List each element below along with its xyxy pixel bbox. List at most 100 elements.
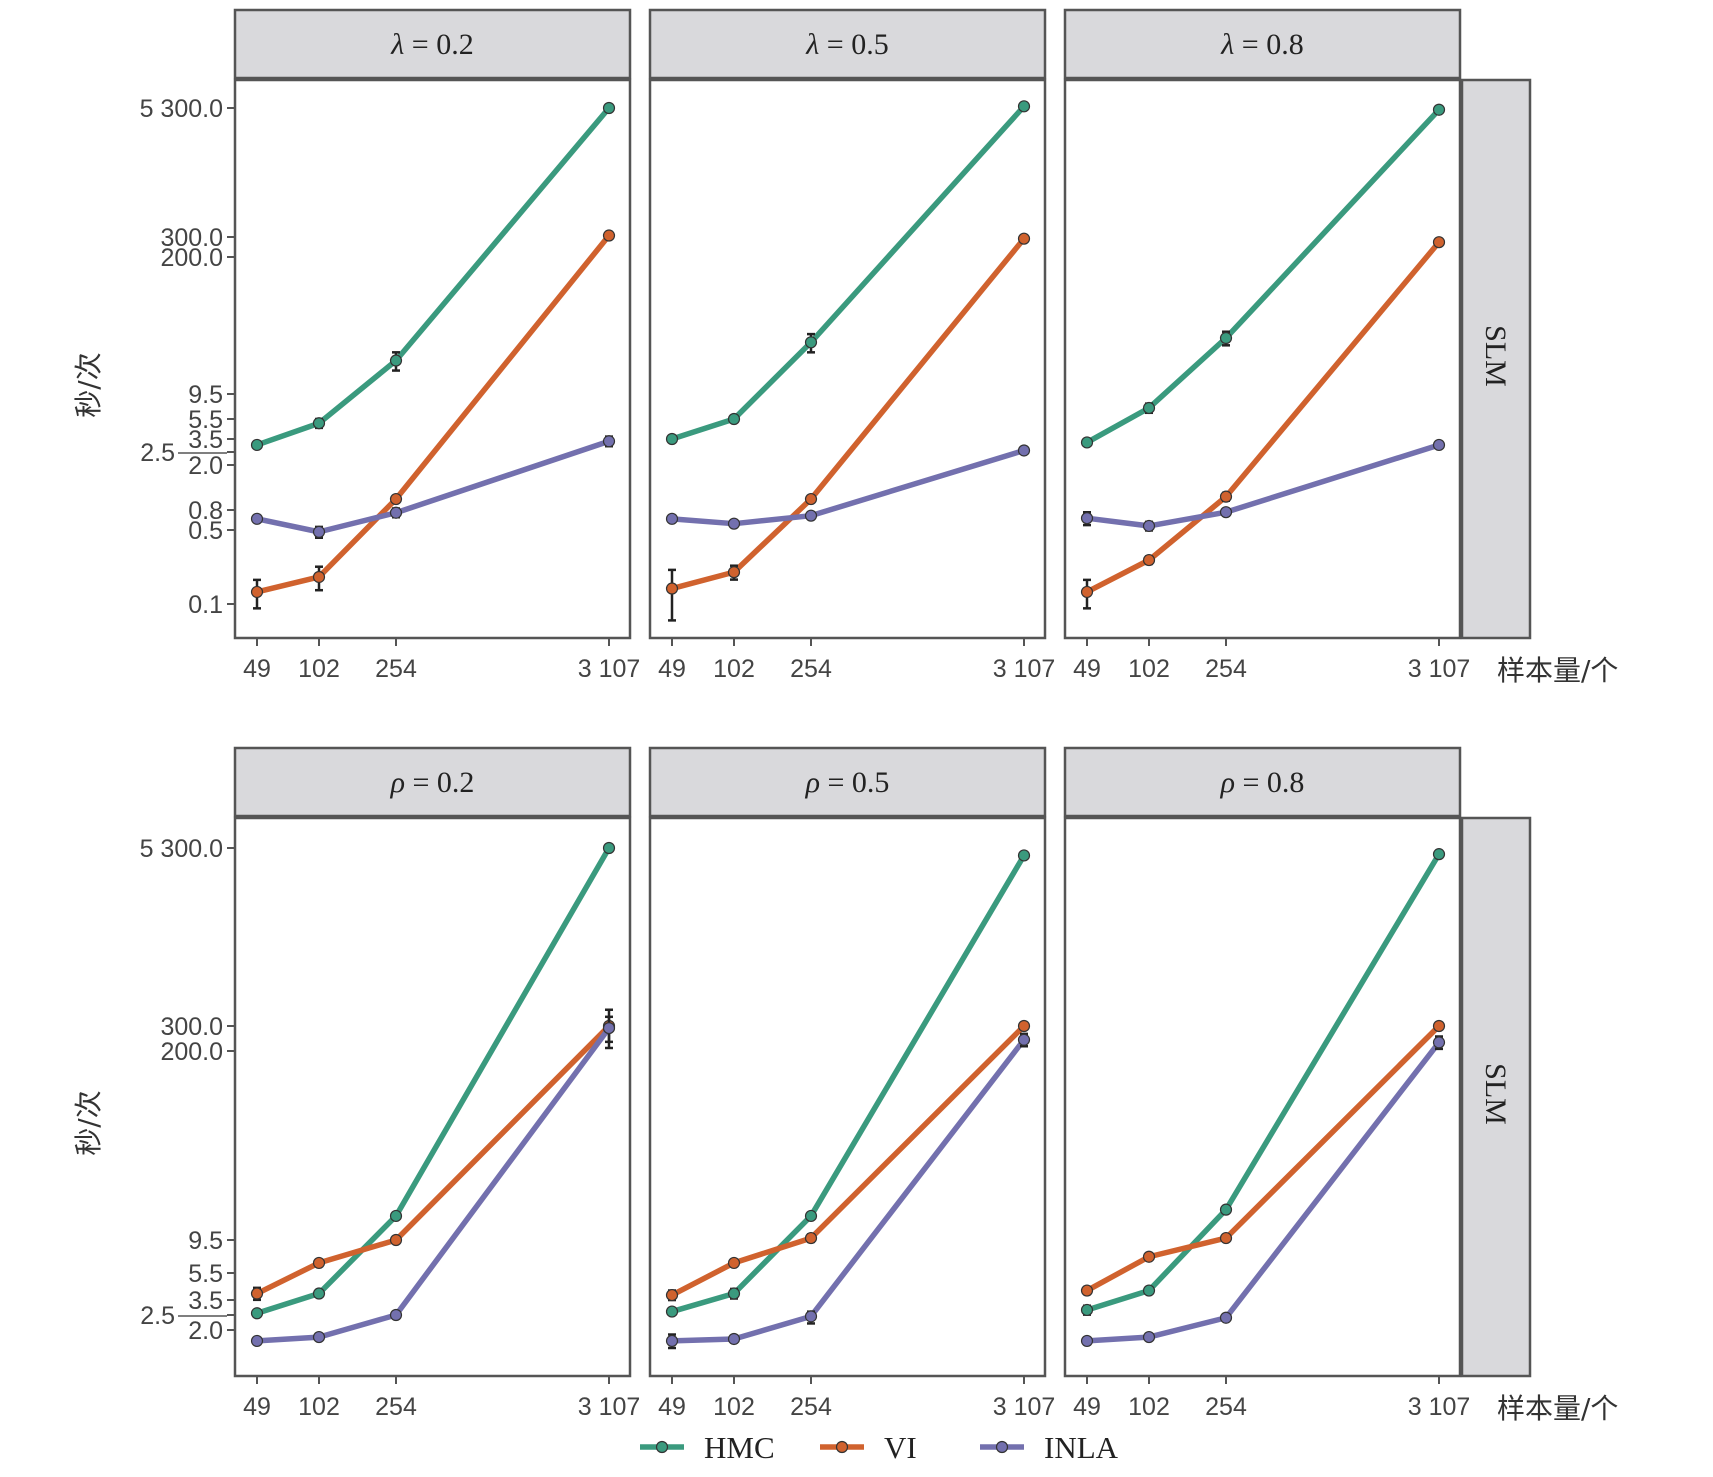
y-tick-label: 3.5 [188, 1287, 223, 1315]
x-tick-label: 49 [658, 655, 686, 683]
y-tick-label: 9.5 [188, 381, 223, 409]
facet-strip-label: λ = 0.8 [1220, 28, 1303, 61]
data-point-vi [665, 582, 679, 595]
series-line-inla [671, 447, 1025, 527]
data-point-vi [727, 566, 741, 579]
facet-strip-label: ρ = 0.2 [390, 766, 475, 799]
plot-area [233, 816, 632, 1378]
x-tick-label: 3 107 [993, 655, 1056, 683]
row-strip [1460, 78, 1532, 640]
x-tick-label: 49 [243, 655, 271, 683]
legend-marker [655, 1440, 669, 1454]
facet-strip-greek: ρ [805, 766, 820, 799]
data-point-inla [1219, 1311, 1233, 1324]
series-line-vi [1085, 240, 1442, 595]
data-point-inla [665, 1334, 679, 1348]
series-line-inla [671, 1038, 1027, 1344]
facet-strip-label: λ = 0.5 [805, 28, 888, 61]
data-point-vi [1017, 1019, 1031, 1033]
y-tick-label: 0.5 [188, 517, 223, 545]
facet-strip-greek: λ [805, 28, 819, 61]
data-point-hmc [1432, 848, 1446, 861]
x-tick-label: 49 [1073, 655, 1101, 683]
plot-area [648, 816, 1047, 1378]
x-tick-label: 49 [243, 1393, 271, 1421]
data-point-inla [727, 517, 741, 530]
data-point-inla [312, 525, 326, 538]
data-point-hmc [312, 417, 326, 430]
facet-strip-value: = 0.5 [819, 28, 888, 61]
data-point-vi [389, 492, 403, 506]
data-point-inla [1017, 444, 1031, 457]
data-point-hmc [665, 1305, 679, 1318]
series-line-vi [670, 1024, 1026, 1298]
data-point-inla [804, 509, 818, 522]
x-axis-title: 样本量/个 [1497, 1392, 1618, 1425]
data-point-inla [1432, 438, 1446, 452]
data-point-hmc [665, 432, 679, 446]
series-line-vi [671, 236, 1027, 592]
x-tick-label: 102 [298, 655, 340, 683]
y-axis-title: 秒/次 [72, 1090, 105, 1155]
data-point-inla [665, 512, 679, 525]
series-line-vi [256, 233, 612, 595]
y-tick-label: 200.0 [160, 1038, 223, 1066]
facet-strip [648, 746, 1047, 818]
y-tick-label: 300.0 [160, 1013, 223, 1041]
facet-strip-value: = 0.8 [1235, 766, 1304, 799]
data-point-hmc [1017, 100, 1031, 113]
plot-area [233, 78, 632, 640]
y-tick-label: 5 300.0 [140, 95, 223, 123]
x-tick-label: 3 107 [578, 655, 641, 683]
series-line-hmc [1085, 107, 1442, 445]
facet-strip [233, 8, 632, 80]
data-point-inla [250, 512, 264, 525]
facet-strip-greek: λ [390, 28, 404, 61]
series-line-vi [1085, 1024, 1441, 1293]
data-point-hmc [389, 354, 403, 367]
data-point-hmc [602, 841, 616, 855]
data-point-hmc [1219, 331, 1233, 345]
data-point-hmc [1142, 1284, 1156, 1297]
facet-strip-label: ρ = 0.5 [805, 766, 890, 799]
series-line-inla [1086, 1040, 1442, 1344]
series-line-hmc [671, 854, 1027, 1315]
y-axis-title: 秒/次 [72, 352, 105, 417]
facet-strip-greek: ρ [390, 766, 405, 799]
data-point-hmc [727, 412, 741, 426]
x-tick-label: 102 [713, 655, 755, 683]
x-tick-label: 3 107 [993, 1393, 1056, 1421]
x-tick-label: 254 [1205, 655, 1247, 683]
data-point-inla [602, 1021, 616, 1035]
legend-item-inla: INLA [980, 1430, 1119, 1465]
legend-item-hmc: HMC [640, 1430, 775, 1465]
facet-strip [1063, 746, 1462, 818]
facet-strip-value: = 0.2 [405, 766, 474, 799]
data-point-inla [602, 435, 616, 448]
data-point-inla [1080, 512, 1094, 525]
data-point-vi [1017, 232, 1031, 245]
series-line-hmc [256, 106, 612, 448]
data-point-vi [1219, 1231, 1233, 1245]
series-line-hmc [256, 846, 612, 1316]
data-point-vi [1219, 490, 1233, 503]
y-tick-label: 9.5 [188, 1227, 223, 1255]
facet-strip [233, 746, 632, 818]
x-tick-label: 3 107 [1408, 655, 1471, 683]
x-tick-label: 3 107 [1408, 1393, 1471, 1421]
x-tick-label: 102 [1128, 1393, 1170, 1421]
facet-strip [1063, 8, 1462, 80]
facet-strip-greek: ρ [1220, 766, 1235, 799]
data-point-vi [1432, 1019, 1446, 1033]
facet-panel: λ = 0.8 49 102 254 3 107 [1063, 8, 1471, 683]
row-strip [1460, 816, 1532, 1378]
data-point-inla [389, 1308, 403, 1322]
data-point-vi [1142, 553, 1156, 567]
data-point-hmc [1080, 1303, 1094, 1317]
data-point-vi [1142, 1250, 1156, 1263]
row-strip-label: SLM [1479, 325, 1512, 387]
data-point-vi [602, 229, 616, 242]
facet-panel: ρ = 0.5 49 102 254 3 107 [648, 746, 1056, 1421]
